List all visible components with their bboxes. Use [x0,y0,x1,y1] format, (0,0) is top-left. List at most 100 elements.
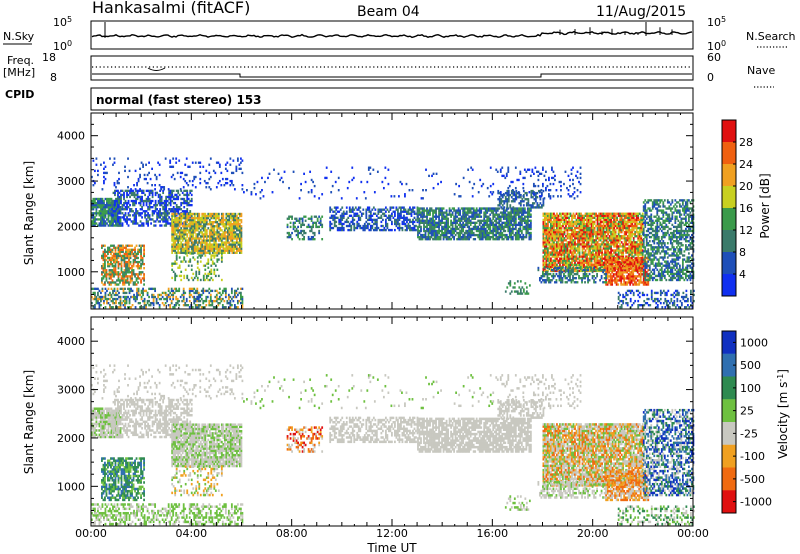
power-cell [114,267,117,270]
power-cell [202,235,205,238]
power-cell [125,248,127,251]
power-cell [523,209,526,212]
power-cell [568,249,570,252]
power-cell [453,231,456,235]
power-cell [463,211,466,214]
power-cell [157,216,160,219]
power-cell [150,218,153,221]
power-cell [118,203,120,207]
power-cell [118,208,121,211]
power-cell [102,277,105,280]
power-cell [542,228,545,232]
power-cell [381,228,384,232]
power-cell [589,269,591,273]
power-cell [183,216,186,220]
power-cell [214,306,217,309]
power-cell [169,208,172,211]
power-cell [333,220,336,224]
power-cell [554,216,557,220]
power-cell [333,216,336,220]
power-cell [589,247,591,250]
power-cell [186,220,189,224]
power-cell [132,191,134,195]
power-cell [424,219,427,222]
power-cell [559,224,561,228]
power-cell [444,227,446,231]
power-cell [120,199,122,203]
power-cell [216,225,219,228]
power-cell [98,218,101,221]
power-cell [162,220,165,223]
power-cell [110,299,113,303]
power-cell [238,251,241,254]
power-cell [185,304,188,307]
power-cell [216,220,219,224]
power-cell [487,231,490,235]
power-cell [566,216,569,220]
power-cell [119,304,122,307]
power-cell [120,193,122,197]
power-cell [374,208,377,211]
power-cell [176,289,179,293]
power-cell [444,217,446,220]
power-cell [529,227,532,231]
power-cell [533,198,536,201]
power-cell [587,261,590,264]
power-cell [439,233,442,237]
power-cell [117,256,120,260]
power-cell [187,245,190,248]
power-cell [91,206,93,209]
power-cell [439,238,442,241]
power-cell [91,201,93,205]
power-cell [207,278,210,282]
power-cell [178,289,181,293]
power-cell [304,215,307,218]
power-cell [496,209,499,212]
power-cell [195,216,198,220]
power-cell [310,219,313,222]
power-cell [560,239,563,242]
power-cell [377,226,380,230]
power-cell [527,198,530,201]
power-cell [426,227,428,231]
power-cell [235,247,238,250]
power-cell [105,277,108,280]
power-cell [128,297,131,301]
power-cell [474,213,477,216]
power-cell [220,220,223,224]
power-cell [160,201,163,205]
power-cell [381,218,384,222]
power-cell [172,231,175,234]
power-cell [445,227,448,231]
power-cell [167,289,170,293]
power-cell [566,230,569,234]
power-cell [172,197,175,201]
power-cell [231,223,234,226]
power-cell [409,228,411,232]
power-cell [209,304,212,307]
power-cell [97,197,99,201]
power-cell [182,299,185,303]
power-cell [239,297,242,301]
power-cell [498,235,501,239]
power-cell [466,219,469,222]
power-cell [211,301,214,305]
power-cell [225,235,228,238]
power-cell [240,233,243,236]
power-cell [519,211,522,214]
power-cell [144,216,146,219]
power-cell [172,195,175,199]
power-cell [135,208,137,211]
power-cell [420,213,422,216]
power-cell [439,219,442,222]
power-cell [500,200,503,203]
power-cell [523,215,526,218]
power-cell [180,231,183,234]
power-cell [208,278,211,282]
power-cell [130,287,132,291]
power-cell [483,233,486,237]
power-cell [166,195,169,199]
power-cell [148,206,151,209]
power-cell [504,217,507,220]
power-cell [357,214,360,217]
